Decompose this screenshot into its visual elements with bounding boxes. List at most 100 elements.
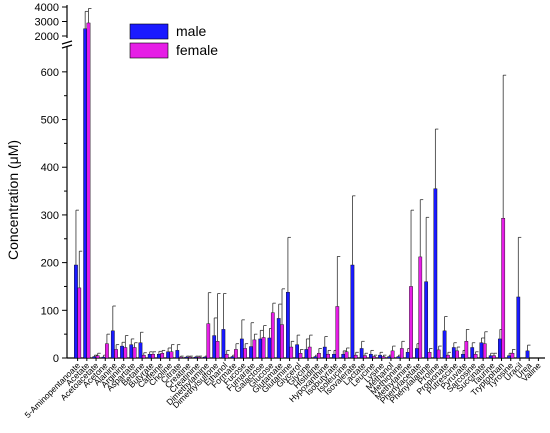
y-tick-label: 200	[41, 258, 59, 270]
bar-female	[501, 218, 506, 359]
bar-female	[390, 350, 395, 359]
bar-female	[187, 356, 192, 359]
bar-female	[270, 312, 275, 359]
bar-female	[280, 324, 284, 359]
bar-male	[405, 352, 410, 359]
y-tick-label: 600	[41, 67, 59, 79]
bar-female	[353, 354, 358, 359]
bar-female	[77, 287, 82, 359]
bar-male	[295, 344, 299, 359]
y-tick-label: 500	[41, 115, 59, 127]
bar-female	[372, 356, 377, 359]
legend-swatch-female	[129, 42, 169, 59]
bar-female	[141, 354, 146, 359]
bar-male	[461, 353, 465, 359]
bar-female	[206, 323, 211, 359]
bar-female	[326, 353, 330, 359]
bar-female	[243, 348, 248, 359]
bar-female	[344, 351, 349, 359]
bar-male	[138, 342, 143, 359]
legend-label-female: female	[176, 42, 218, 58]
bar-female	[436, 349, 441, 359]
bar-female	[399, 348, 404, 359]
bar-female	[261, 337, 266, 359]
bar-female	[335, 306, 340, 359]
y-tick-label: 3000	[35, 17, 59, 29]
bar-male	[166, 351, 170, 359]
bar-male	[92, 356, 97, 359]
bar-male	[332, 353, 336, 359]
bar-male	[507, 355, 511, 359]
bar-male	[516, 296, 521, 359]
bar-male	[239, 338, 244, 359]
bar-female	[114, 349, 118, 359]
y-tick-label: 100	[41, 305, 59, 317]
legend-swatch-male	[129, 23, 169, 40]
bar-male	[479, 342, 484, 359]
axis-break-mark-2	[61, 44, 73, 49]
bar-female	[510, 353, 515, 359]
bar-male	[488, 355, 493, 359]
bar-male	[525, 350, 530, 359]
bar-female	[427, 352, 432, 359]
bar-female	[252, 339, 257, 359]
bar-male	[359, 348, 364, 359]
axis-break-mark-1	[61, 40, 73, 45]
bar-female	[363, 355, 367, 359]
bar-male	[350, 264, 355, 359]
bar-female	[307, 346, 312, 359]
y-tick-label: 400	[41, 162, 59, 174]
y-tick-label: 300	[41, 210, 59, 222]
bar-male	[221, 329, 226, 359]
bar-female	[409, 286, 413, 359]
bar-male	[175, 350, 180, 359]
bar-male	[193, 356, 198, 359]
bar-female	[215, 341, 220, 359]
bar-female	[151, 353, 155, 359]
bar-male	[120, 345, 124, 359]
bar-male	[313, 356, 318, 359]
bar-male	[368, 353, 373, 359]
bar-female	[197, 356, 201, 359]
bar-male	[442, 330, 447, 359]
bar-female	[160, 353, 165, 359]
bar-female	[492, 355, 496, 359]
bar-female	[169, 351, 174, 359]
y-axis-label: Concentration (μM)	[5, 140, 21, 260]
bar-male	[83, 28, 88, 359]
bar-female	[105, 343, 109, 359]
y-tick-label: 2000	[35, 31, 59, 43]
bar-female	[234, 349, 238, 359]
bar-female	[298, 353, 303, 359]
bar-female	[132, 347, 137, 359]
bar-male	[396, 356, 401, 359]
bar-female	[224, 353, 229, 359]
bar-male	[203, 356, 207, 359]
bar-male	[424, 281, 429, 359]
bar-female	[464, 341, 469, 359]
bar-male	[157, 353, 161, 359]
bar-male	[258, 338, 263, 359]
bar-male	[129, 344, 134, 359]
bar-female	[473, 353, 478, 359]
y-tick-label: 4000	[35, 2, 59, 14]
bar-male	[184, 356, 189, 359]
bar-female	[86, 22, 91, 359]
bar-male	[249, 346, 253, 359]
bar-male	[433, 188, 438, 359]
bar-female	[446, 354, 450, 359]
bar-female	[482, 343, 487, 359]
bar-female	[455, 350, 459, 359]
bar-male	[304, 349, 309, 359]
bar-male	[276, 318, 281, 359]
bar-male	[74, 264, 78, 359]
bar-male	[470, 347, 475, 359]
bar-male	[267, 337, 272, 359]
bars-group	[74, 8, 531, 359]
bar-female	[289, 346, 294, 359]
bar-male	[322, 346, 327, 359]
bar-female	[178, 356, 183, 359]
legend: male female	[129, 23, 218, 59]
y-tick-label: 0	[53, 353, 59, 365]
